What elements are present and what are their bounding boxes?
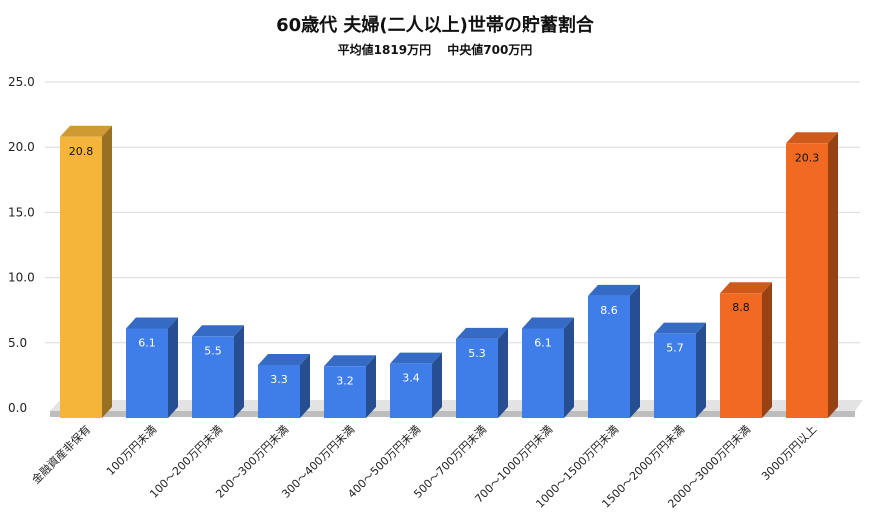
bar: 20.3: [786, 132, 838, 418]
data-label: 5.7: [666, 342, 684, 355]
bar: 20.8: [60, 125, 112, 418]
bar-top: [456, 327, 508, 339]
bar-side: [168, 317, 178, 418]
bar-top: [126, 317, 178, 329]
data-label: 5.3: [468, 347, 486, 360]
bar-top: [324, 355, 376, 367]
bar: 6.1: [522, 317, 574, 418]
bar-side: [828, 132, 838, 418]
bar-top: [786, 132, 838, 144]
data-label: 3.4: [402, 372, 420, 385]
bar-side: [366, 355, 376, 418]
bar: 5.3: [456, 327, 508, 418]
data-label: 5.5: [204, 344, 222, 357]
bar: 3.3: [258, 353, 310, 418]
bar-side: [564, 317, 574, 418]
data-label: 6.1: [534, 336, 552, 349]
floor-edge: [50, 411, 855, 417]
bar-top: [192, 325, 244, 337]
x-tick-label: 金融資産非保有: [29, 422, 93, 486]
y-tick-label: 25.0: [8, 75, 35, 89]
bar-front: [192, 336, 234, 418]
y-tick-label: 5.0: [8, 336, 27, 350]
bar-front: [654, 333, 696, 418]
x-tick-label: 500～700万円未満: [411, 423, 489, 501]
bar: 5.5: [192, 325, 244, 418]
bar: 8.8: [720, 282, 772, 418]
bar-side: [432, 352, 442, 418]
bar: 3.2: [324, 355, 376, 418]
chart-subtitle: 平均値1819万円 中央値700万円: [338, 42, 533, 57]
bar-front: [390, 363, 432, 418]
bar-front: [258, 364, 300, 418]
bar-front: [60, 136, 102, 418]
y-tick-label: 20.0: [8, 140, 35, 154]
y-tick-label: 0.0: [8, 401, 27, 415]
x-tick-label: 3000万円以上: [759, 423, 819, 483]
bar: 5.7: [654, 322, 706, 418]
bar-side: [102, 125, 112, 418]
bar-front: [786, 143, 828, 418]
bar: 8.6: [588, 284, 640, 418]
x-tick-label: 200～300万円未満: [213, 423, 291, 501]
x-tick-label: 400～500万円未満: [345, 423, 423, 501]
bar-front: [324, 366, 366, 418]
bar-side: [630, 284, 640, 418]
bar-top: [390, 352, 442, 364]
bar-top: [522, 317, 574, 329]
label-layer: 金融資産非保有 100万円未満100～200万円未満200～300万円未満300～…: [29, 422, 819, 510]
bar-front: [126, 328, 168, 418]
bar-front: [720, 293, 762, 418]
y-tick-label: 10.0: [8, 271, 35, 285]
bar-top: [720, 282, 772, 294]
bar-side: [300, 353, 310, 418]
bar-side: [762, 282, 772, 418]
data-label: 3.3: [270, 373, 288, 386]
bar-side: [234, 325, 244, 418]
x-tick-label: 100～200万円未満: [147, 423, 225, 501]
data-label: 6.1: [138, 336, 156, 349]
bar-front: [522, 328, 564, 418]
data-label: 8.6: [600, 304, 618, 317]
bar-side: [696, 322, 706, 418]
y-tick-label: 15.0: [8, 205, 35, 219]
bar-front: [456, 338, 498, 418]
data-label: 3.2: [336, 374, 354, 387]
chart-title: 60歳代 夫婦(二人以上)世帯の貯蓄割合: [276, 14, 595, 36]
bar: 3.4: [390, 352, 442, 418]
data-label: 20.3: [795, 151, 820, 164]
bar-top: [588, 284, 640, 296]
bar-side: [498, 327, 508, 418]
data-label: 8.8: [732, 301, 750, 314]
bar-top: [258, 353, 310, 365]
bar-front: [588, 295, 630, 418]
bar-layer: 20.8 6.1 5.5 3.3 3.2 3.4 5.3 6.1 8.6 5.7 8.8 20.3: [60, 125, 838, 418]
data-label: 20.8: [69, 145, 94, 158]
x-tick-label: 300～400万円未満: [279, 423, 357, 501]
bar-top: [654, 322, 706, 334]
bar-top: [60, 125, 112, 137]
bar: 6.1: [126, 317, 178, 418]
x-tick-label: 100万円未満: [104, 423, 159, 478]
